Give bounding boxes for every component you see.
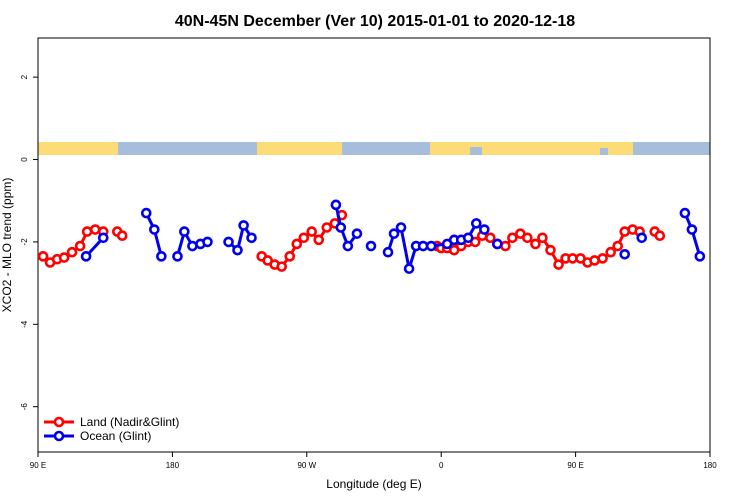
data-point xyxy=(149,224,160,235)
data-point xyxy=(403,263,415,274)
x-tick-label: 90 E xyxy=(567,461,583,470)
data-point xyxy=(238,220,249,231)
data-point xyxy=(313,234,325,246)
data-point xyxy=(330,199,342,211)
data-point xyxy=(223,236,234,248)
y-axis-label: XCO2 - MLO trend (ppm) xyxy=(0,178,14,313)
data-point xyxy=(395,222,407,233)
y-tick-label: -6 xyxy=(20,403,29,411)
y-tick-label: -4 xyxy=(20,320,29,328)
y-tick-label: 0 xyxy=(20,157,29,162)
legend-label: Ocean (Glint) xyxy=(80,429,151,443)
data-point xyxy=(202,236,213,248)
data-point xyxy=(306,226,318,237)
data-point xyxy=(81,226,93,237)
x-tick-label: 90 E xyxy=(30,461,46,470)
data-point xyxy=(382,246,394,258)
legend-marker xyxy=(53,430,65,442)
data-point xyxy=(530,238,541,250)
data-point xyxy=(232,244,243,256)
data-point xyxy=(298,232,310,244)
data-point xyxy=(507,232,518,244)
data-point xyxy=(89,224,101,235)
x-axis-label: Longitude (deg E) xyxy=(326,477,421,491)
legend-label: Land (Nadir&Glint) xyxy=(80,415,179,429)
data-point xyxy=(485,232,496,244)
legend-marker xyxy=(53,416,65,428)
data-point xyxy=(284,251,296,262)
data-point xyxy=(291,238,303,250)
data-point xyxy=(388,228,400,239)
data-point xyxy=(589,255,600,266)
plot-frame xyxy=(37,37,711,453)
data-point xyxy=(500,240,511,252)
data-point xyxy=(462,232,474,244)
data-point xyxy=(686,224,698,235)
x-tick-label: 90 W xyxy=(297,461,316,470)
data-point xyxy=(612,240,624,252)
data-point xyxy=(58,252,70,263)
data-point xyxy=(156,251,167,262)
data-point xyxy=(479,224,490,235)
data-point xyxy=(66,246,78,258)
data-point xyxy=(522,232,533,244)
land-mask-strip xyxy=(38,142,710,155)
data-point xyxy=(351,228,363,239)
data-point xyxy=(470,218,482,229)
data-point xyxy=(545,244,556,256)
data-point xyxy=(654,230,666,242)
data-point xyxy=(276,261,288,272)
data-point xyxy=(37,251,49,262)
data-point xyxy=(492,238,503,250)
data-point xyxy=(694,251,706,262)
data-point xyxy=(342,240,354,252)
data-point xyxy=(335,222,347,233)
chart-title: 40N-45N December (Ver 10) 2015-01-01 to … xyxy=(175,13,575,30)
data-point xyxy=(74,240,86,252)
data-point xyxy=(246,232,257,244)
x-tick-label: 180 xyxy=(703,461,717,470)
data-point xyxy=(321,222,333,233)
data-point xyxy=(80,251,92,262)
data-point xyxy=(425,240,437,252)
y-tick-label: 2 xyxy=(20,74,29,79)
data-point xyxy=(187,240,198,252)
data-point xyxy=(553,259,564,270)
data-point xyxy=(679,207,691,219)
data-point xyxy=(619,248,631,260)
data-point xyxy=(537,232,548,244)
x-tick-label: 180 xyxy=(166,461,180,470)
data-point xyxy=(172,251,183,262)
data-point xyxy=(140,207,152,219)
data-point xyxy=(597,253,608,264)
data-point xyxy=(636,232,648,244)
data-point xyxy=(365,240,377,252)
data-point xyxy=(97,232,109,244)
data-point xyxy=(605,246,616,258)
y-tick-label: -2 xyxy=(20,238,29,246)
data-point xyxy=(179,226,190,237)
x-tick-label: 0 xyxy=(439,461,444,470)
data-point xyxy=(116,230,128,242)
